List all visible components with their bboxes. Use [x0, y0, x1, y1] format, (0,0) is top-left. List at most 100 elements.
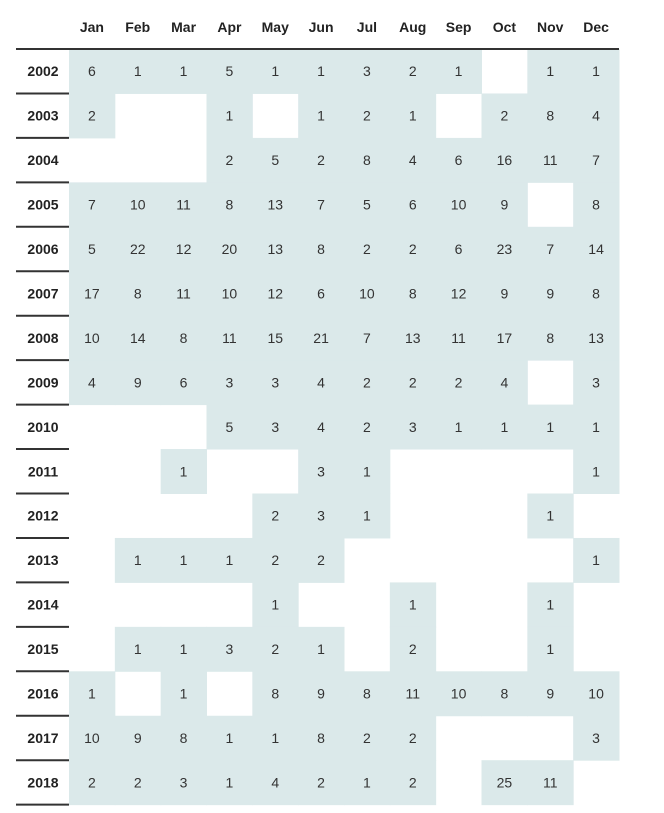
cell-value-label: 1 — [592, 463, 600, 479]
cell-value-label: 1 — [134, 641, 142, 657]
heatmap-cell — [389, 360, 437, 406]
cell-value-label: 11 — [451, 330, 466, 346]
cell-value-label: 3 — [271, 419, 279, 435]
heatmap-cell — [527, 271, 574, 317]
heatmap-cell — [481, 671, 528, 717]
cell-value-label: 4 — [409, 152, 417, 168]
cell-value-label: 5 — [88, 241, 96, 257]
heatmap-cell — [252, 760, 299, 806]
cell-value-label: 3 — [592, 374, 600, 390]
cell-value-label: 1 — [180, 552, 188, 568]
heatmap-cell — [160, 626, 207, 672]
month-label-jul: Jul — [357, 19, 377, 35]
heatmap-cell — [69, 715, 116, 761]
cell-value-label: 8 — [409, 285, 417, 301]
cell-value-label: 2 — [363, 419, 371, 435]
heatmap-cell — [481, 226, 528, 272]
heatmap-cell — [160, 315, 207, 361]
cell-value-label: 10 — [359, 285, 375, 301]
cell-value-label: 2 — [363, 730, 371, 746]
month-label-dec: Dec — [583, 19, 609, 35]
cell-value-label: 11 — [176, 197, 191, 213]
cell-value-label: 8 — [317, 241, 325, 257]
cell-value-label: 2 — [455, 374, 463, 390]
heatmap-cell — [114, 315, 162, 361]
cell-value-label: 15 — [267, 330, 283, 346]
cell-value-label: 3 — [271, 374, 279, 390]
cell-value-label: 8 — [180, 730, 188, 746]
heatmap-cell — [206, 537, 253, 583]
heatmap-cell — [573, 182, 620, 228]
heatmap-cell — [252, 49, 299, 94]
cell-value-label: 1 — [226, 552, 234, 568]
heatmap-cell — [435, 271, 482, 317]
year-label-2018: 2018 — [27, 774, 58, 790]
heatmap-cell — [389, 137, 437, 183]
heatmap-cell — [114, 271, 162, 317]
cell-value-label: 8 — [226, 197, 234, 213]
year-label-2008: 2008 — [27, 330, 58, 346]
cell-value-label: 1 — [546, 641, 554, 657]
year-label-2007: 2007 — [27, 285, 58, 301]
year-label-2011: 2011 — [28, 463, 59, 479]
cell-value-label: 9 — [134, 730, 142, 746]
cell-value-label: 1 — [501, 419, 509, 435]
cell-value-label: 1 — [592, 419, 600, 435]
cell-value-label: 2 — [317, 152, 325, 168]
heatmap-cell — [344, 315, 391, 361]
heatmap-cell — [114, 182, 162, 228]
heatmap-cell — [481, 315, 528, 361]
cell-value-label: 7 — [317, 197, 325, 213]
month-label-jan: Jan — [80, 19, 104, 35]
cell-value-label: 10 — [84, 730, 100, 746]
cell-value-label: 10 — [451, 686, 467, 702]
cell-value-label: 7 — [592, 152, 600, 168]
heatmap-cell — [252, 715, 299, 761]
cell-value-label: 1 — [271, 730, 279, 746]
year-label-2006: 2006 — [27, 241, 58, 257]
heatmap-cell — [160, 449, 207, 494]
cell-value-label: 5 — [226, 63, 234, 79]
heatmap-cell — [481, 271, 528, 317]
heatmap-cell — [435, 49, 482, 94]
cell-value-label: 7 — [363, 330, 371, 346]
heatmap-cell — [527, 760, 574, 806]
heatmap-cell — [252, 537, 299, 583]
cell-value-label: 9 — [546, 686, 554, 702]
cell-value-label: 4 — [88, 374, 96, 390]
heatmap-cell — [114, 537, 162, 583]
cell-value-label: 2 — [317, 552, 325, 568]
heatmap-cell — [435, 404, 482, 450]
cell-value-label: 3 — [409, 419, 417, 435]
heatmap-cell — [114, 715, 162, 761]
cell-value-label: 4 — [501, 374, 509, 390]
cell-value-label: 3 — [317, 463, 325, 479]
heatmap-cell — [160, 537, 207, 583]
cell-value-label: 13 — [267, 241, 283, 257]
heatmap-cell — [298, 49, 345, 94]
cell-value-label: 1 — [363, 774, 371, 790]
cell-value-label: 2 — [363, 241, 371, 257]
heatmap-cell — [298, 449, 345, 494]
heatmap-cell — [298, 226, 345, 272]
heatmap-cell — [527, 315, 574, 361]
heatmap-cell — [344, 226, 391, 272]
cell-value-label: 2 — [363, 108, 371, 124]
cell-value-label: 13 — [405, 330, 421, 346]
cell-value-label: 8 — [592, 197, 600, 213]
cell-value-label: 9 — [546, 285, 554, 301]
cell-value-label: 6 — [180, 374, 188, 390]
cell-value-label: 13 — [267, 197, 283, 213]
heatmap-cell — [298, 360, 345, 406]
cell-value-label: 11 — [405, 686, 420, 702]
heatmap-cell — [160, 760, 207, 806]
heatmap-cell — [69, 182, 116, 228]
cell-value-label: 2 — [409, 63, 417, 79]
cell-value-label: 1 — [409, 597, 417, 613]
heatmap-cell — [344, 493, 391, 539]
cell-value-label: 1 — [363, 463, 371, 479]
heatmap-cell — [481, 760, 528, 806]
cell-value-label: 17 — [497, 330, 513, 346]
heatmap-cell — [298, 760, 345, 806]
heatmap-cell — [389, 226, 437, 272]
